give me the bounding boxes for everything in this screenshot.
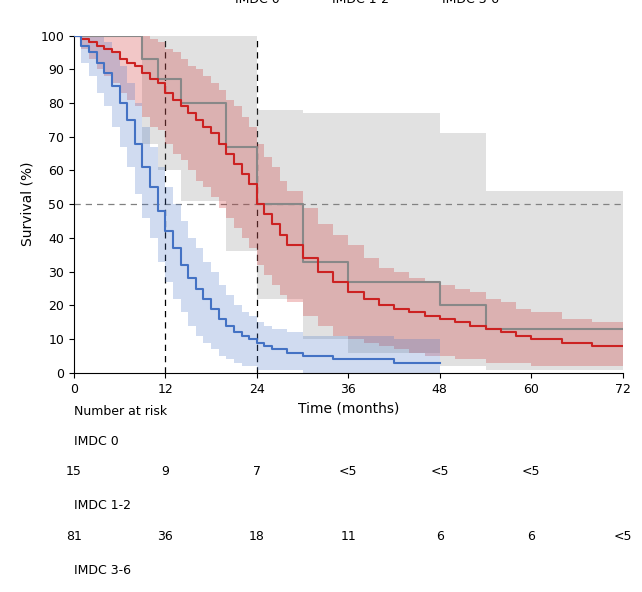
IMDC 3-6 — [123, 116, 131, 123]
IMDC 0 — [283, 201, 291, 208]
IMDC 3-6 — [261, 342, 268, 349]
IMDC 3-6 — [245, 336, 253, 343]
IMDC 3-6 — [230, 329, 238, 336]
IMDC 3-6 — [139, 163, 146, 170]
IMDC 0 — [375, 278, 383, 285]
X-axis label: Time (months): Time (months) — [298, 401, 399, 415]
IMDC 1-2 — [588, 342, 596, 349]
IMDC 0 — [406, 278, 413, 285]
IMDC 0 — [482, 326, 489, 333]
IMDC 0 — [131, 32, 139, 39]
IMDC 3-6 — [200, 295, 207, 303]
IMDC 0 — [200, 99, 207, 107]
IMDC 3-6 — [177, 262, 184, 269]
IMDC 0 — [93, 32, 101, 39]
Text: 81: 81 — [66, 530, 82, 543]
Text: 6: 6 — [436, 530, 444, 543]
Text: <5: <5 — [339, 465, 358, 478]
Line: IMDC 1-2: IMDC 1-2 — [74, 36, 623, 346]
IMDC 1-2 — [192, 116, 200, 123]
Text: 18: 18 — [249, 530, 265, 543]
IMDC 3-6 — [131, 140, 139, 147]
IMDC 3-6 — [192, 285, 200, 292]
IMDC 3-6 — [162, 228, 169, 235]
IMDC 0 — [253, 201, 261, 208]
Text: 6: 6 — [527, 530, 535, 543]
IMDC 0 — [528, 326, 535, 333]
IMDC 3-6 — [146, 184, 154, 191]
IMDC 3-6 — [253, 339, 261, 346]
Text: IMDC 3-6: IMDC 3-6 — [74, 564, 131, 577]
IMDC 0 — [108, 32, 116, 39]
IMDC 3-6 — [314, 352, 322, 359]
Text: IMDC 0: IMDC 0 — [74, 435, 119, 448]
IMDC 3-6 — [375, 356, 383, 363]
IMDC 1-2 — [603, 342, 611, 349]
IMDC 0 — [154, 76, 162, 83]
IMDC 0 — [573, 326, 581, 333]
IMDC 0 — [619, 326, 627, 333]
IMDC 1-2 — [184, 110, 192, 117]
Text: 11: 11 — [340, 530, 356, 543]
IMDC 0 — [139, 56, 146, 63]
IMDC 3-6 — [184, 275, 192, 282]
IMDC 3-6 — [85, 49, 93, 56]
IMDC 3-6 — [238, 332, 245, 339]
Y-axis label: Survival (%): Survival (%) — [21, 162, 35, 246]
IMDC 0 — [238, 143, 245, 150]
Text: 9: 9 — [161, 465, 169, 478]
Text: Number at risk: Number at risk — [74, 405, 167, 418]
IMDC 3-6 — [116, 99, 123, 107]
IMDC 3-6 — [108, 82, 116, 89]
IMDC 0 — [78, 32, 85, 39]
IMDC 3-6 — [299, 352, 306, 359]
IMDC 0 — [85, 32, 93, 39]
Legend: IMDC 0, IMDC 1-2, IMDC 3-6: IMDC 0, IMDC 1-2, IMDC 3-6 — [193, 0, 504, 11]
IMDC 3-6 — [222, 322, 230, 329]
IMDC 3-6 — [283, 349, 291, 356]
IMDC 1-2 — [406, 308, 413, 316]
IMDC 3-6 — [421, 359, 428, 366]
IMDC 0 — [436, 302, 444, 309]
IMDC 1-2 — [360, 295, 367, 303]
Text: <5: <5 — [614, 530, 632, 543]
IMDC 0 — [177, 99, 184, 107]
IMDC 0 — [299, 258, 306, 265]
IMDC 1-2 — [154, 79, 162, 86]
IMDC 0 — [70, 32, 78, 39]
IMDC 0 — [162, 76, 169, 83]
IMDC 3-6 — [344, 356, 352, 363]
IMDC 3-6 — [154, 207, 162, 214]
IMDC 3-6 — [390, 359, 398, 366]
IMDC 0 — [329, 258, 337, 265]
Line: IMDC 3-6: IMDC 3-6 — [74, 36, 440, 363]
Text: 15: 15 — [66, 465, 82, 478]
IMDC 1-2 — [70, 32, 78, 39]
IMDC 1-2 — [619, 342, 627, 349]
IMDC 3-6 — [329, 356, 337, 363]
IMDC 3-6 — [268, 346, 276, 353]
IMDC 0 — [222, 143, 230, 150]
IMDC 3-6 — [70, 32, 78, 39]
Line: IMDC 0: IMDC 0 — [74, 36, 623, 329]
IMDC 0 — [268, 201, 276, 208]
IMDC 0 — [344, 278, 352, 285]
IMDC 3-6 — [100, 69, 108, 76]
Text: <5: <5 — [522, 465, 541, 478]
Text: 7: 7 — [253, 465, 261, 478]
Text: 36: 36 — [157, 530, 173, 543]
IMDC 0 — [100, 32, 108, 39]
IMDC 3-6 — [169, 244, 177, 252]
IMDC 3-6 — [93, 59, 101, 66]
IMDC 3-6 — [360, 356, 367, 363]
IMDC 3-6 — [207, 305, 215, 313]
IMDC 3-6 — [78, 42, 85, 49]
IMDC 3-6 — [406, 359, 413, 366]
IMDC 3-6 — [276, 346, 284, 353]
Text: IMDC 1-2: IMDC 1-2 — [74, 500, 131, 513]
Text: <5: <5 — [431, 465, 449, 478]
IMDC 3-6 — [215, 316, 223, 323]
IMDC 3-6 — [436, 359, 444, 366]
